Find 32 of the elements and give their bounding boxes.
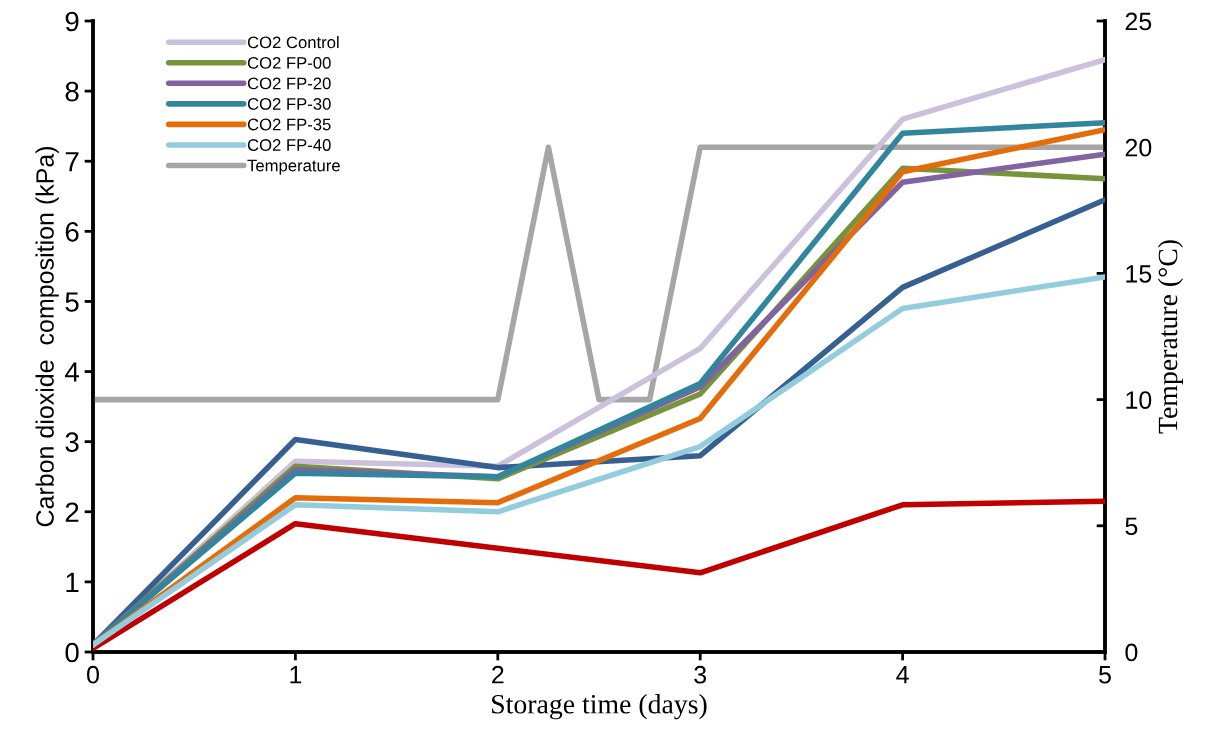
x-tick-label: 4: [896, 666, 909, 684]
y2-tick-label: 0: [1125, 643, 1138, 662]
legend-label: CO2 FP-00: [247, 56, 331, 69]
legend-label: Temperature: [247, 159, 340, 175]
y-tick-label: 8: [65, 81, 79, 102]
x-tick-label: 1: [290, 666, 302, 684]
y-tick-label: 3: [65, 432, 79, 453]
x-tick-label: 3: [694, 665, 707, 684]
y-tick-label: 6: [65, 222, 79, 242]
y-tick-label: 0: [65, 642, 79, 663]
legend-label: CO2 FP-20: [247, 77, 331, 90]
y2-tick-label: 25: [1125, 12, 1152, 31]
y2-axis-title: Temperature (°C): [1157, 240, 1183, 434]
x-tick-label: 0: [87, 665, 99, 684]
y-tick-label: 2: [65, 502, 79, 522]
x-tick-label: 5: [1099, 666, 1111, 684]
x-axis-title: Storage time (days): [492, 694, 707, 720]
y-tick-label: 7: [65, 152, 79, 172]
legend-label: CO2 Control: [247, 36, 339, 49]
y-tick-label: 1: [66, 572, 79, 592]
y-tick-label: 4: [65, 362, 79, 382]
y-axis-title: Carbon dioxide composition (kPa): [35, 146, 59, 527]
y2-tick-label: 15: [1126, 265, 1152, 283]
legend-label: CO2 FP-35: [247, 118, 331, 131]
y2-tick-label: 20: [1125, 138, 1152, 157]
x-tick-label: 2: [492, 665, 504, 684]
y2-tick-label: 10: [1126, 391, 1152, 409]
y2-tick-label: 5: [1125, 517, 1138, 536]
legend-label: CO2 FP-30: [247, 98, 331, 110]
y-tick-label: 9: [65, 11, 79, 32]
legend-label: CO2 FP-40: [247, 139, 331, 151]
y-tick-label: 5: [65, 292, 79, 312]
